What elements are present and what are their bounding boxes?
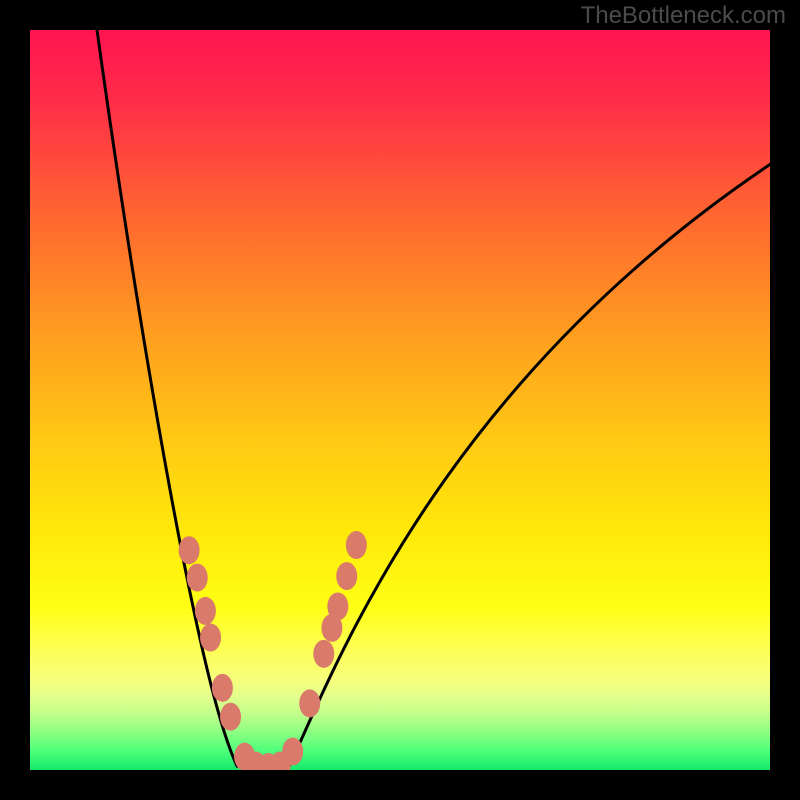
data-marker — [346, 531, 367, 559]
watermark-text: TheBottleneck.com — [581, 2, 786, 30]
data-marker — [336, 562, 357, 590]
chart-svg — [0, 0, 800, 800]
chart-container: TheBottleneck.com — [0, 0, 800, 800]
frame-border — [770, 0, 800, 800]
data-marker — [327, 592, 348, 620]
frame-border — [0, 770, 800, 800]
data-marker — [187, 564, 208, 592]
data-marker — [220, 703, 241, 731]
data-marker — [282, 738, 303, 766]
data-marker — [313, 640, 334, 668]
frame-border — [0, 0, 30, 800]
data-marker — [212, 674, 233, 702]
data-marker — [195, 597, 216, 625]
bottleneck-curve — [93, 0, 778, 766]
data-marker — [299, 689, 320, 717]
data-marker — [179, 536, 200, 564]
data-marker — [200, 624, 221, 652]
